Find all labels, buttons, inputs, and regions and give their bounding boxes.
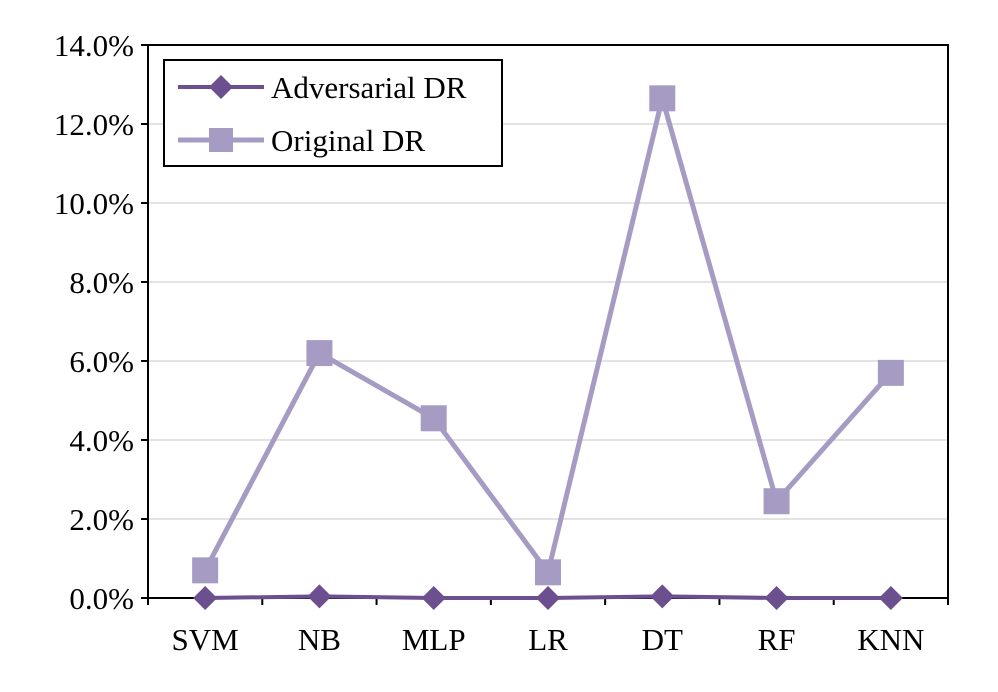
square-marker-nb (306, 340, 333, 367)
x-tick-label-svm: SVM (172, 622, 239, 657)
diamond-marker-dt (650, 584, 675, 609)
legend-label: Original DR (271, 123, 425, 158)
diamond-marker-knn (878, 586, 903, 610)
square-marker-lr (535, 559, 561, 586)
x-tick-label-rf: RF (758, 622, 796, 657)
series-group (192, 85, 904, 610)
x-axis-ticks: SVM NB MLP LR DT RF KNN (147, 598, 949, 657)
legend-diamond-marker (209, 75, 233, 99)
legend-item-adversarial-dr: Adversarial DR (178, 70, 467, 105)
y-tick-label: 8.0% (69, 265, 134, 300)
y-axis-ticks: 0.0% 2.0% 4.0% 6.0% 8.0% 10.0% 12.0% 14.0% (54, 28, 148, 616)
diamond-marker-lr (536, 586, 560, 610)
x-tick-label-knn: KNN (857, 622, 924, 657)
y-tick-label: 12.0% (54, 107, 134, 142)
square-marker-svm (192, 557, 219, 584)
legend-label: Adversarial DR (271, 70, 467, 105)
diamond-marker-nb (307, 584, 332, 609)
legend-item-original-dr: Original DR (178, 123, 425, 158)
square-marker-dt (649, 85, 676, 112)
diamond-marker-rf (764, 586, 789, 610)
y-tick-label: 2.0% (69, 502, 134, 537)
legend-square-marker (209, 128, 233, 152)
diamond-marker-svm (193, 586, 218, 610)
y-tick-label: 4.0% (69, 423, 134, 458)
x-tick-label-dt: DT (642, 622, 683, 657)
x-tick-label-mlp: MLP (402, 622, 466, 657)
y-tick-label: 14.0% (54, 28, 134, 63)
square-marker-knn (877, 359, 904, 386)
square-marker-rf (763, 488, 790, 515)
square-marker-mlp (420, 405, 447, 432)
y-tick-label: 6.0% (69, 344, 134, 379)
diamond-marker-mlp (421, 586, 446, 610)
y-tick-label: 0.0% (69, 581, 134, 616)
y-tick-label: 10.0% (54, 186, 134, 221)
gridlines (148, 123, 948, 520)
legend: Adversarial DR Original DR (163, 59, 503, 167)
series-adversarial-dr (193, 584, 903, 610)
series-original-dr (192, 85, 904, 586)
x-tick-label-lr: LR (528, 622, 568, 657)
x-tick-label-nb: NB (298, 622, 341, 657)
